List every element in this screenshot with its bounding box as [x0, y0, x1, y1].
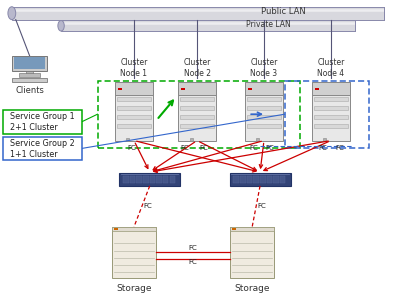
FancyBboxPatch shape — [143, 176, 149, 183]
FancyBboxPatch shape — [115, 82, 153, 140]
Text: FC: FC — [258, 204, 266, 209]
FancyBboxPatch shape — [245, 82, 282, 95]
Text: Cluster
Node 2: Cluster Node 2 — [183, 58, 211, 78]
FancyBboxPatch shape — [312, 82, 349, 95]
FancyBboxPatch shape — [314, 124, 348, 128]
FancyBboxPatch shape — [233, 176, 239, 183]
Ellipse shape — [8, 7, 16, 20]
Text: FC: FC — [128, 145, 136, 151]
FancyBboxPatch shape — [12, 56, 47, 71]
FancyBboxPatch shape — [247, 106, 281, 110]
Text: FC: FC — [335, 145, 344, 151]
FancyBboxPatch shape — [114, 228, 118, 230]
FancyBboxPatch shape — [314, 97, 348, 101]
Text: Cluster
Node 4: Cluster Node 4 — [317, 58, 345, 78]
FancyBboxPatch shape — [19, 73, 40, 77]
FancyBboxPatch shape — [180, 115, 214, 119]
FancyBboxPatch shape — [14, 58, 45, 69]
Text: Service Group 2
1+1 Cluster: Service Group 2 1+1 Cluster — [10, 139, 75, 159]
FancyBboxPatch shape — [323, 138, 327, 140]
Ellipse shape — [58, 20, 64, 31]
FancyBboxPatch shape — [314, 115, 348, 119]
FancyBboxPatch shape — [130, 176, 135, 183]
FancyBboxPatch shape — [240, 176, 245, 183]
FancyBboxPatch shape — [267, 176, 272, 183]
Text: Storage: Storage — [234, 284, 270, 293]
FancyBboxPatch shape — [247, 124, 281, 128]
FancyBboxPatch shape — [180, 106, 214, 110]
FancyBboxPatch shape — [12, 7, 384, 20]
FancyBboxPatch shape — [156, 176, 162, 183]
FancyBboxPatch shape — [115, 82, 153, 95]
Text: Public LAN: Public LAN — [261, 7, 306, 16]
Text: Clients: Clients — [15, 86, 44, 94]
FancyBboxPatch shape — [230, 227, 274, 278]
Text: FC: FC — [189, 245, 197, 251]
FancyBboxPatch shape — [232, 228, 236, 230]
Text: FC: FC — [250, 145, 258, 151]
FancyBboxPatch shape — [230, 227, 274, 231]
Text: Cluster
Node 1: Cluster Node 1 — [120, 58, 148, 78]
FancyBboxPatch shape — [247, 115, 281, 119]
FancyBboxPatch shape — [256, 138, 260, 140]
FancyBboxPatch shape — [3, 110, 82, 134]
Text: FC: FC — [143, 204, 152, 209]
FancyBboxPatch shape — [117, 97, 151, 101]
FancyBboxPatch shape — [170, 176, 175, 183]
FancyBboxPatch shape — [180, 124, 214, 128]
Text: FC: FC — [266, 145, 274, 151]
FancyBboxPatch shape — [280, 176, 285, 183]
FancyBboxPatch shape — [119, 173, 180, 186]
FancyBboxPatch shape — [126, 138, 130, 140]
FancyBboxPatch shape — [12, 78, 47, 82]
FancyBboxPatch shape — [118, 88, 122, 90]
FancyBboxPatch shape — [312, 82, 349, 140]
Text: FC: FC — [319, 145, 327, 151]
FancyBboxPatch shape — [229, 173, 291, 186]
FancyBboxPatch shape — [180, 97, 214, 101]
Text: Cluster
Node 3: Cluster Node 3 — [250, 58, 278, 78]
Text: Storage: Storage — [116, 284, 152, 293]
FancyBboxPatch shape — [314, 106, 348, 110]
FancyBboxPatch shape — [163, 176, 169, 183]
FancyBboxPatch shape — [150, 176, 155, 183]
FancyBboxPatch shape — [117, 106, 151, 110]
FancyBboxPatch shape — [61, 20, 355, 31]
FancyBboxPatch shape — [245, 82, 282, 140]
FancyBboxPatch shape — [180, 88, 184, 90]
Text: FC: FC — [189, 259, 197, 265]
FancyBboxPatch shape — [26, 71, 33, 74]
FancyBboxPatch shape — [123, 176, 128, 183]
FancyBboxPatch shape — [136, 176, 142, 183]
FancyBboxPatch shape — [112, 227, 156, 278]
FancyBboxPatch shape — [260, 176, 266, 183]
FancyBboxPatch shape — [253, 176, 259, 183]
FancyBboxPatch shape — [314, 88, 318, 90]
Text: FC: FC — [200, 145, 208, 151]
Text: FC: FC — [181, 145, 190, 151]
FancyBboxPatch shape — [247, 97, 281, 101]
FancyBboxPatch shape — [112, 227, 156, 231]
FancyBboxPatch shape — [247, 176, 252, 183]
FancyBboxPatch shape — [247, 88, 251, 90]
Text: Private LAN: Private LAN — [245, 20, 290, 29]
FancyBboxPatch shape — [178, 82, 216, 95]
FancyBboxPatch shape — [117, 115, 151, 119]
Text: Service Group 1
2+1 Cluster: Service Group 1 2+1 Cluster — [10, 112, 75, 132]
FancyBboxPatch shape — [273, 176, 279, 183]
FancyBboxPatch shape — [3, 137, 82, 160]
FancyBboxPatch shape — [178, 82, 216, 140]
FancyBboxPatch shape — [190, 138, 193, 140]
FancyBboxPatch shape — [117, 124, 151, 128]
